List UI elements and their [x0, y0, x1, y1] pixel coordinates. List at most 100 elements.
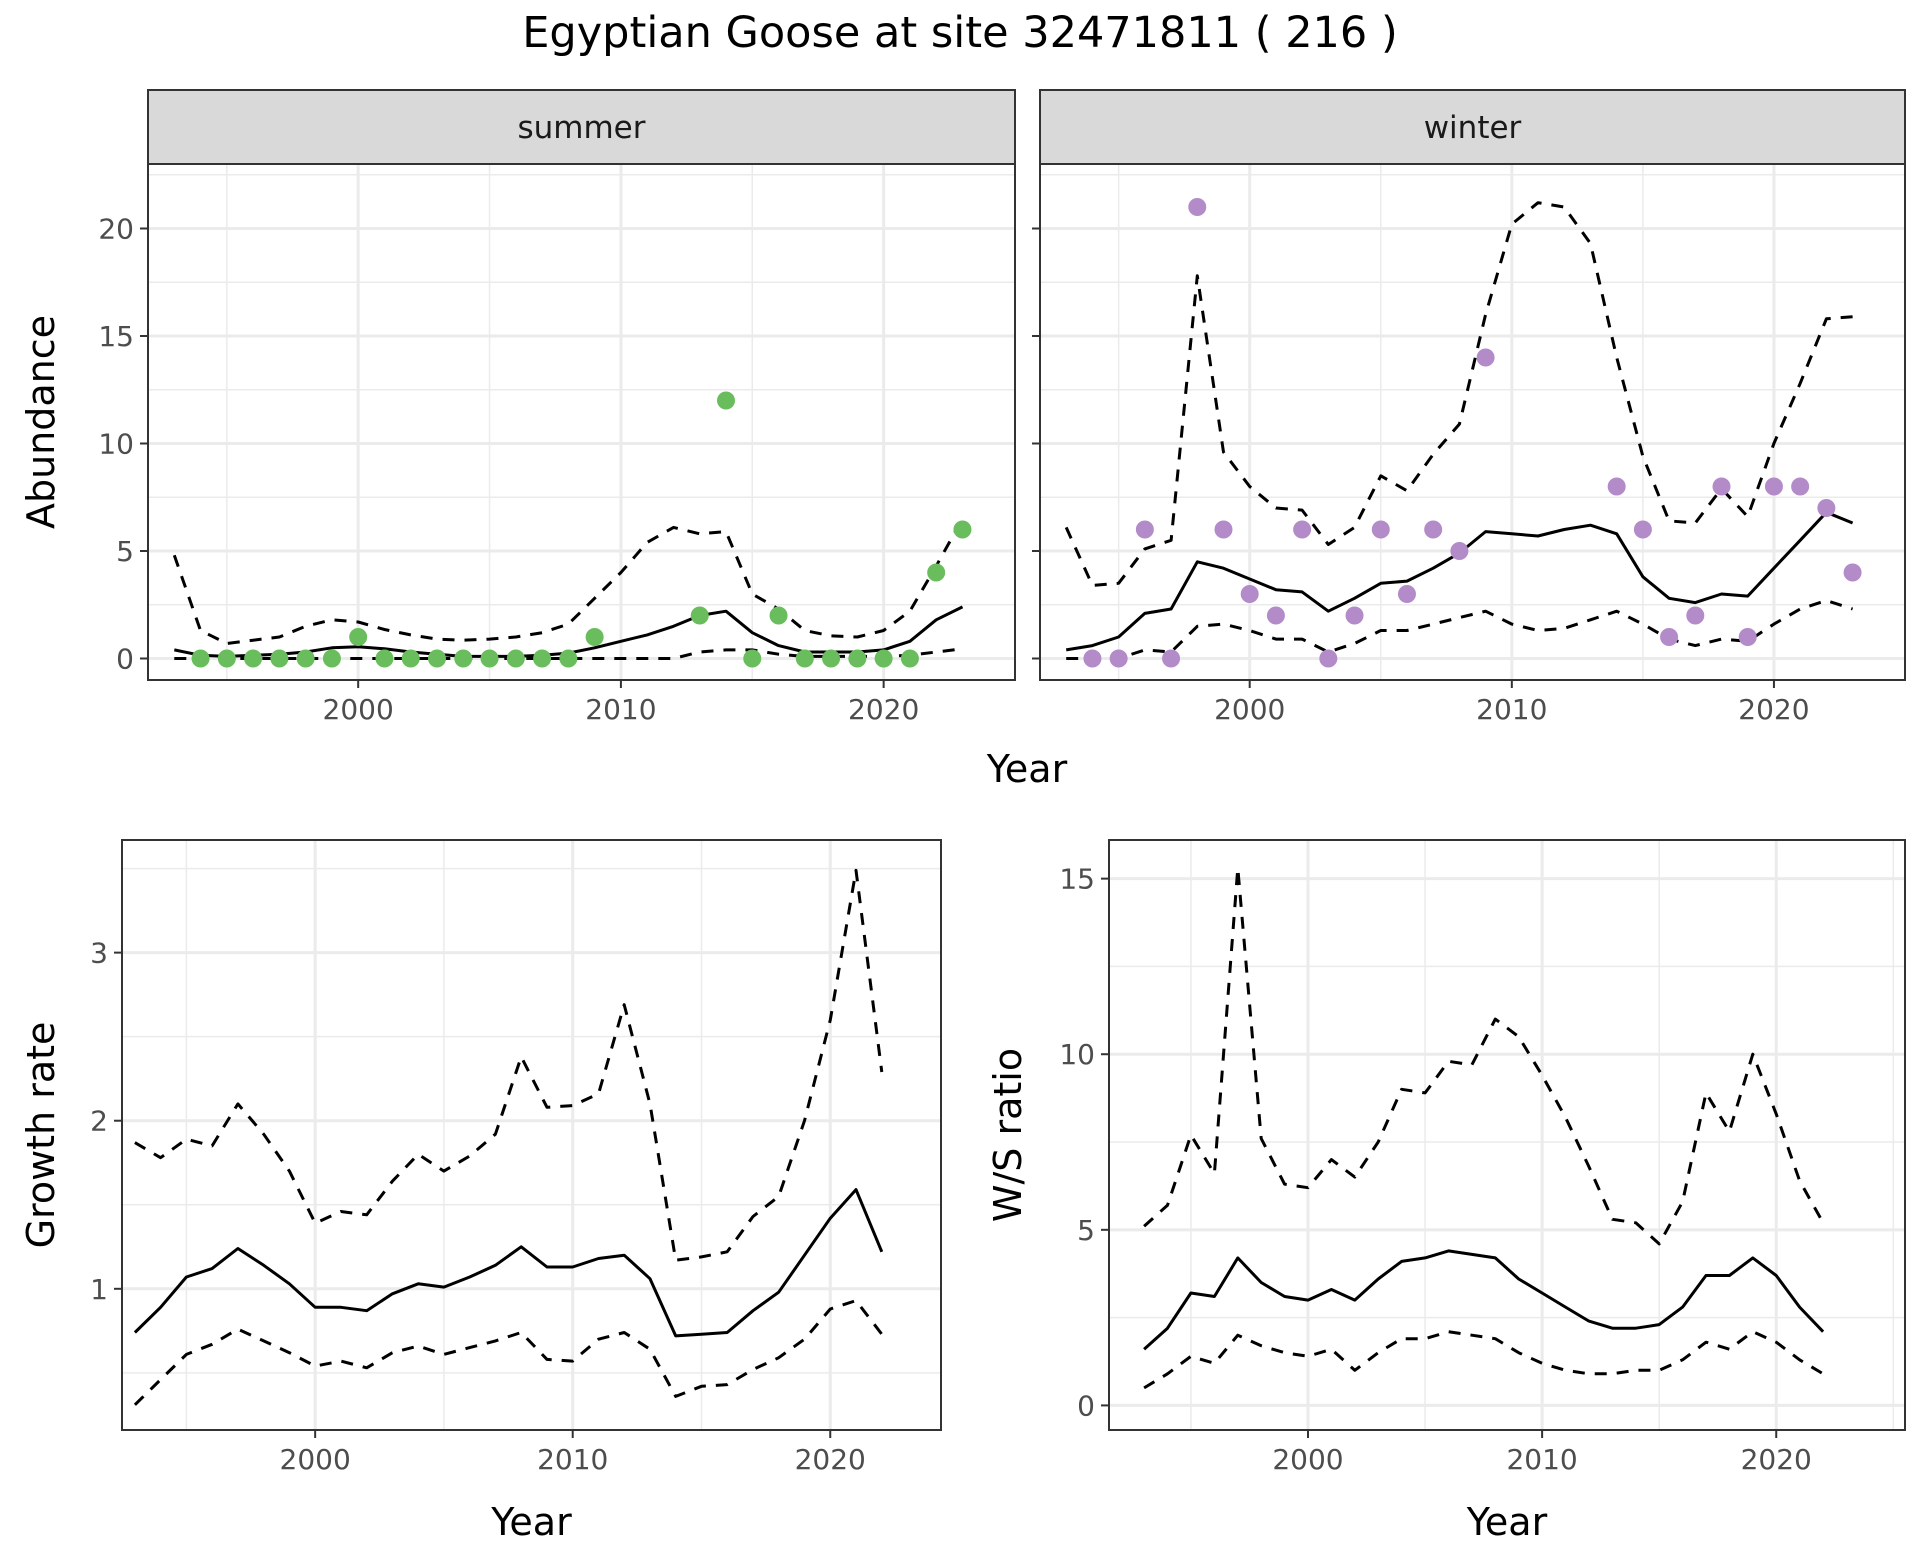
y-tick-label: 0 — [116, 643, 134, 676]
x-tick-label: 2000 — [1214, 693, 1285, 726]
data-point — [1345, 606, 1364, 625]
lower-bound-line — [133, 1299, 883, 1406]
data-point — [1791, 477, 1810, 496]
data-point — [690, 606, 709, 625]
data-point — [1397, 585, 1416, 603]
upper-bound-line — [134, 868, 884, 1262]
facet-label: winter — [1424, 110, 1522, 146]
data-point — [1686, 606, 1705, 625]
data-point — [1764, 477, 1783, 496]
y-tick-label: 20 — [98, 213, 134, 246]
figure-title: Egyptian Goose at site 32471811 ( 216 ) — [522, 8, 1398, 58]
y-tick-label: 5 — [116, 535, 134, 568]
data-point — [506, 649, 525, 668]
x-tick-label: 2010 — [585, 693, 656, 726]
data-point — [822, 649, 841, 668]
data-point — [191, 649, 210, 668]
facet-label: summer — [517, 110, 645, 146]
data-point — [769, 606, 788, 625]
y-axis-title: W/S ratio — [986, 1048, 1030, 1222]
plot-background — [1040, 164, 1905, 680]
data-point — [454, 649, 473, 668]
data-point — [296, 649, 315, 668]
data-point — [375, 649, 394, 668]
facet-strip — [1039, 89, 1906, 165]
data-point — [1424, 520, 1443, 539]
y-tick-label: 2 — [90, 1105, 108, 1138]
data-point — [1712, 477, 1731, 496]
x-tick-label: 2010 — [537, 1443, 608, 1476]
upper-bound-line — [1064, 201, 1853, 587]
x-tick-label: 2000 — [323, 693, 394, 726]
data-point — [585, 628, 604, 646]
plot-background — [148, 164, 1015, 680]
plot-background — [122, 840, 941, 1430]
x-axis-title: Year — [986, 747, 1068, 791]
data-point — [743, 649, 762, 668]
data-point — [401, 649, 420, 668]
data-point — [533, 649, 552, 668]
x-tick-label: 2020 — [1741, 1443, 1812, 1476]
lower-bound-line — [1066, 599, 1854, 660]
data-point — [1633, 520, 1652, 539]
data-point — [244, 649, 263, 668]
data-point — [480, 649, 499, 668]
chart-panel-3 — [1101, 839, 1906, 1438]
data-point — [322, 649, 341, 668]
data-point — [1188, 198, 1207, 216]
data-point — [1293, 520, 1312, 539]
y-tick-label: 10 — [98, 428, 134, 461]
data-point — [927, 563, 946, 582]
data-point — [1476, 348, 1495, 367]
data-point — [874, 649, 893, 668]
x-tick-label: 2020 — [795, 1443, 866, 1476]
panel-border — [121, 839, 942, 1431]
data-point — [1660, 628, 1679, 646]
data-point — [270, 649, 289, 668]
data-point — [1240, 585, 1259, 603]
fitted-line — [133, 1188, 884, 1338]
y-tick-label: 1 — [90, 1273, 108, 1306]
y-tick-label: 10 — [1059, 1038, 1095, 1071]
data-point — [795, 649, 814, 668]
data-point — [1450, 542, 1469, 560]
data-point — [1214, 520, 1233, 539]
y-tick-label: 15 — [1059, 863, 1095, 896]
data-point — [900, 649, 919, 668]
data-point — [953, 520, 972, 539]
y-axis-title: Growth rate — [19, 1022, 63, 1249]
x-tick-label: 2010 — [1476, 693, 1547, 726]
data-point — [1162, 649, 1181, 668]
chart-panel-1 — [1032, 89, 1906, 688]
facet-strip — [147, 89, 1016, 165]
x-tick-label: 2020 — [1738, 693, 1809, 726]
plot-background — [1109, 840, 1905, 1430]
data-point — [717, 391, 735, 410]
chart-panel-0 — [140, 89, 1016, 688]
lower-bound-line — [1143, 1330, 1824, 1390]
y-tick-label: 3 — [90, 937, 108, 970]
x-tick-label: 2010 — [1506, 1443, 1577, 1476]
data-point — [1607, 477, 1626, 496]
x-tick-label: 2000 — [280, 1443, 351, 1476]
data-point — [1109, 649, 1128, 668]
y-tick-label: 0 — [1077, 1389, 1095, 1422]
x-tick-label: 2020 — [848, 693, 919, 726]
data-point — [349, 628, 368, 646]
chart-panel-2 — [114, 839, 942, 1438]
data-point — [1319, 649, 1338, 668]
x-axis-title: Year — [490, 1500, 572, 1544]
y-tick-label: 15 — [98, 320, 134, 353]
panel-border — [1108, 839, 1906, 1431]
data-point — [1843, 563, 1862, 582]
x-tick-label: 2000 — [1272, 1443, 1343, 1476]
data-point — [1738, 628, 1757, 646]
data-point — [848, 649, 867, 668]
fitted-line — [1143, 1249, 1825, 1351]
data-point — [217, 649, 236, 668]
data-point — [428, 649, 446, 668]
data-point — [1083, 649, 1102, 668]
y-tick-label: 5 — [1077, 1214, 1095, 1247]
